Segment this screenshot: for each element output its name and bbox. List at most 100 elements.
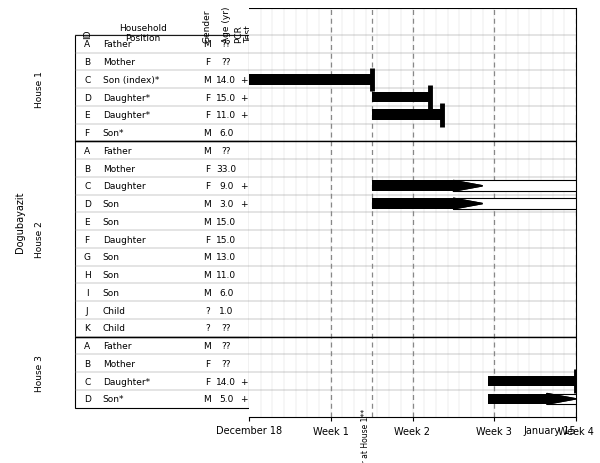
Text: Gender: Gender — [203, 9, 212, 43]
Text: H: H — [84, 270, 91, 280]
Text: 14.0: 14.0 — [217, 75, 236, 85]
Text: 9.0: 9.0 — [219, 182, 233, 191]
Polygon shape — [454, 199, 482, 209]
Text: F: F — [205, 111, 210, 120]
Bar — [488, 394, 547, 404]
Text: M: M — [203, 341, 211, 350]
Text: F: F — [205, 359, 210, 368]
Polygon shape — [454, 181, 482, 192]
Text: 15.0: 15.0 — [217, 235, 236, 244]
Text: Father: Father — [103, 146, 131, 156]
Text: December 18: December 18 — [216, 425, 282, 436]
Text: +: + — [240, 377, 248, 386]
Text: Father: Father — [103, 341, 131, 350]
Text: ID: ID — [83, 30, 92, 39]
Text: Child: Child — [103, 306, 126, 315]
Text: Household
Position: Household Position — [119, 24, 167, 43]
Text: C: C — [84, 182, 91, 191]
Bar — [547, 394, 576, 404]
Text: M: M — [203, 75, 211, 85]
Text: F: F — [205, 182, 210, 191]
Text: House 1: House 1 — [35, 70, 44, 107]
Text: B: B — [84, 58, 90, 67]
Bar — [454, 181, 576, 192]
Text: Daughter*: Daughter* — [103, 94, 150, 102]
Text: M: M — [203, 200, 211, 209]
Text: Age (yr): Age (yr) — [222, 6, 231, 43]
Text: 6.0: 6.0 — [219, 288, 233, 297]
Polygon shape — [547, 394, 576, 404]
Polygon shape — [547, 394, 576, 404]
Text: F: F — [205, 164, 210, 173]
Text: A: A — [84, 341, 90, 350]
Text: M: M — [203, 253, 211, 262]
Text: M: M — [203, 288, 211, 297]
Text: F: F — [205, 377, 210, 386]
Text: Son: Son — [103, 253, 120, 262]
Text: M: M — [203, 146, 211, 156]
Text: M: M — [203, 40, 211, 49]
Text: +: + — [240, 200, 248, 209]
Text: M: M — [203, 217, 211, 226]
Text: D: D — [84, 94, 91, 102]
Text: 3.0: 3.0 — [219, 200, 233, 209]
Text: A: A — [84, 40, 90, 49]
Text: ??: ?? — [221, 58, 231, 67]
Text: ??: ?? — [221, 146, 231, 156]
Text: 1.0: 1.0 — [219, 306, 233, 315]
Text: E: E — [85, 111, 90, 120]
Text: C: C — [84, 75, 91, 85]
Text: +: + — [240, 75, 248, 85]
Text: +: + — [240, 111, 248, 120]
Text: J: J — [86, 306, 88, 315]
Text: F: F — [205, 235, 210, 244]
Bar — [75, 337, 249, 408]
Text: Daughter*: Daughter* — [103, 111, 150, 120]
Text: I: I — [86, 288, 88, 297]
Bar — [371, 199, 454, 209]
Text: D: D — [84, 200, 91, 209]
Text: D: D — [84, 394, 91, 403]
Polygon shape — [454, 181, 482, 192]
Bar — [488, 376, 576, 387]
Text: PCR
Test: PCR Test — [234, 25, 253, 43]
Text: 15.0: 15.0 — [217, 94, 236, 102]
Text: B: B — [84, 164, 90, 173]
Text: 33.0: 33.0 — [217, 164, 236, 173]
Text: House 3: House 3 — [35, 354, 44, 391]
Bar — [249, 75, 371, 86]
Text: F: F — [85, 129, 90, 138]
Text: ?: ? — [205, 324, 209, 332]
Bar — [371, 181, 454, 192]
Text: ??: ?? — [221, 341, 231, 350]
Text: Daughter: Daughter — [103, 235, 145, 244]
Text: 6.0: 6.0 — [219, 129, 233, 138]
Text: +: + — [240, 182, 248, 191]
Text: F: F — [205, 58, 210, 67]
Text: Son: Son — [103, 217, 120, 226]
Text: ??: ?? — [221, 359, 231, 368]
Text: Dogubayazit: Dogubayazit — [15, 191, 25, 252]
Text: 15.0: 15.0 — [217, 217, 236, 226]
Text: Mother: Mother — [103, 58, 135, 67]
Text: House 2: House 2 — [35, 221, 44, 258]
Text: Son: Son — [103, 200, 120, 209]
Bar — [454, 199, 576, 209]
Text: ??: ?? — [221, 40, 231, 49]
Text: January 15: January 15 — [523, 425, 576, 436]
Text: B: B — [84, 359, 90, 368]
Text: G: G — [83, 253, 91, 262]
Text: 13.0: 13.0 — [217, 253, 236, 262]
Text: +: + — [240, 394, 248, 403]
Text: A: A — [84, 146, 90, 156]
Text: Son*: Son* — [103, 394, 124, 403]
Text: Daughter: Daughter — [103, 182, 145, 191]
Text: 11.0: 11.0 — [217, 270, 236, 280]
Text: ??: ?? — [221, 324, 231, 332]
Bar — [75, 36, 249, 142]
Text: Mother: Mother — [103, 359, 135, 368]
Text: M: M — [203, 129, 211, 138]
Text: E: E — [85, 217, 90, 226]
Text: M: M — [203, 270, 211, 280]
Bar — [371, 110, 442, 121]
